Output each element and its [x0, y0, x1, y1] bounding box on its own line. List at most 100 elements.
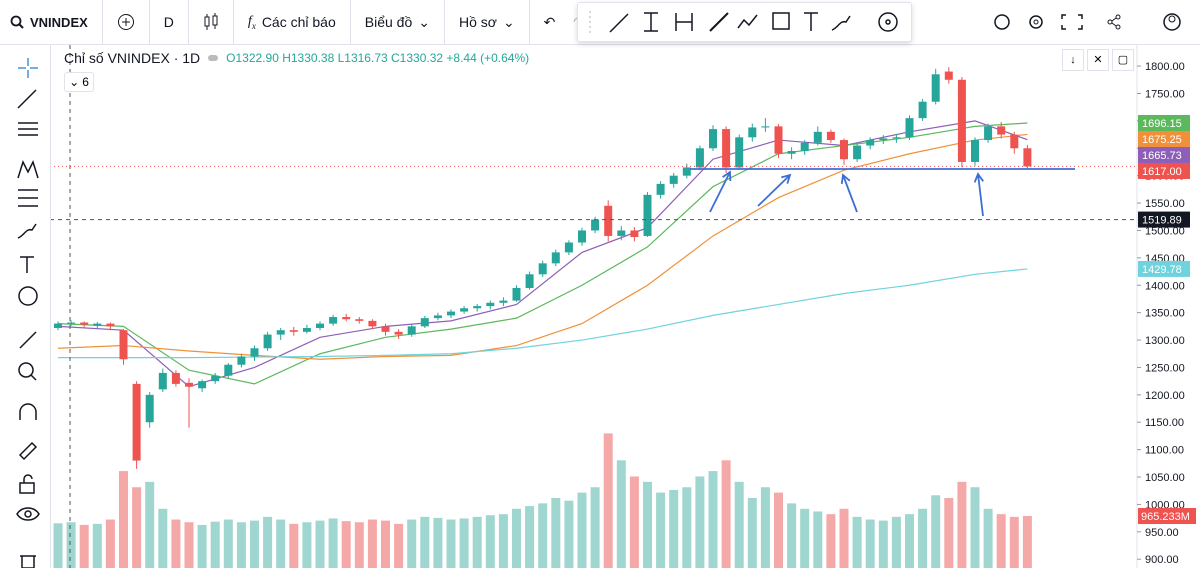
volume-bar	[446, 519, 456, 568]
candle-body	[433, 315, 442, 319]
candle-body	[106, 323, 115, 327]
volume-bar	[302, 522, 312, 568]
volume-bar	[485, 515, 495, 568]
pane-buttons[interactable]: ↓ ✕ ▢	[1062, 49, 1134, 71]
volume-bar	[983, 508, 993, 568]
candle-body	[879, 138, 888, 141]
volume-bar	[643, 481, 652, 568]
candle-body	[826, 131, 835, 141]
volume-bar	[865, 519, 875, 568]
candle-body	[185, 382, 193, 387]
candle-body	[224, 364, 233, 376]
drawing-toolbar	[577, 2, 912, 42]
candle-body	[761, 126, 770, 128]
price-badge-label: 1696.15	[1142, 118, 1182, 130]
volume-bar	[197, 524, 207, 568]
volume-bar	[158, 508, 168, 568]
arrow	[842, 174, 858, 213]
volume-bar	[79, 524, 89, 568]
volume-bar	[590, 487, 600, 568]
candle-body	[316, 323, 324, 328]
y-tick-label: 1800.00	[1145, 61, 1185, 73]
candle-body	[119, 330, 128, 360]
candle-body	[407, 326, 416, 335]
volume-bar	[512, 508, 521, 568]
candle-body	[669, 175, 678, 184]
symbol-search[interactable]: VNINDEX	[0, 0, 103, 44]
candle-body	[342, 317, 351, 320]
candle-body	[853, 145, 862, 160]
price-badge-label: 1429.78	[1142, 264, 1182, 276]
candle-body	[918, 101, 927, 119]
volume-bar	[931, 495, 941, 568]
volume-bar	[564, 500, 574, 568]
candle-body	[787, 151, 796, 154]
y-tick-label: 1050.00	[1145, 472, 1185, 484]
volume-bar	[263, 516, 273, 568]
candle-body	[355, 319, 364, 321]
candle-body	[237, 356, 246, 365]
price-badge-label: 1665.73	[1142, 150, 1182, 162]
indicator-count: 6	[82, 75, 89, 89]
arrow-head	[781, 173, 792, 184]
profile-menu[interactable]: Hồ sơ ⌄	[445, 0, 530, 44]
moving-average	[58, 268, 1028, 359]
annotations	[690, 168, 1075, 217]
indicators[interactable]: fx Các chỉ báo	[234, 0, 351, 44]
drawing-tools[interactable]	[578, 3, 911, 41]
volume-bar	[381, 520, 390, 568]
volume-bar	[420, 516, 430, 568]
volume-bar	[498, 514, 508, 568]
candle-body	[656, 183, 665, 195]
volume-bar	[236, 522, 246, 568]
candle-body	[564, 242, 573, 253]
candle-body	[800, 142, 809, 152]
volume-bar	[957, 481, 967, 568]
y-tick-label: 1550.00	[1145, 198, 1185, 210]
y-tick-label: 1400.00	[1145, 280, 1185, 292]
volume-bar	[145, 481, 155, 568]
candle-body	[630, 230, 639, 238]
volume-bar	[132, 487, 142, 568]
candle-body	[80, 322, 89, 325]
candle-body	[171, 372, 180, 384]
candle-body	[748, 127, 757, 138]
compare[interactable]	[103, 0, 150, 44]
volume-bar	[105, 519, 115, 568]
y-tick-label: 1100.00	[1145, 445, 1184, 457]
y-tick-label: 1750.00	[1145, 88, 1185, 100]
volume-bar	[721, 460, 731, 568]
volume-bar	[669, 489, 679, 568]
candle-body	[997, 126, 1006, 135]
volume-bar	[354, 522, 364, 568]
volume-bar	[276, 519, 286, 568]
volume-bar	[66, 522, 76, 568]
right-tools[interactable]	[990, 10, 1190, 34]
candle-body	[420, 318, 429, 327]
price-badge	[1138, 162, 1190, 179]
candle-body	[132, 383, 141, 461]
chart-style[interactable]	[189, 0, 234, 44]
candle-body	[276, 330, 285, 335]
volume-bar	[616, 460, 626, 568]
interval[interactable]: D	[150, 0, 189, 44]
volume-bar	[656, 492, 666, 568]
volume-bar	[210, 521, 220, 568]
volume-bar	[551, 498, 561, 568]
low: L1316.73	[337, 51, 388, 65]
chart-menu[interactable]: Biểu đồ ⌄	[351, 0, 445, 44]
volume-bar	[472, 516, 482, 568]
volume-bar	[184, 522, 194, 568]
volume-bar	[891, 516, 901, 568]
volume-bar	[813, 511, 823, 568]
volume-bar	[315, 520, 325, 568]
volume-bar	[747, 498, 757, 568]
left-tools[interactable]	[0, 45, 50, 569]
volume-bar	[341, 521, 351, 568]
volume-bar	[905, 514, 914, 568]
indicator-toggle[interactable]: ⌄ 6	[64, 72, 94, 92]
volume-bar	[760, 487, 770, 568]
volume-bar	[171, 519, 181, 568]
open: O1322.90	[226, 51, 279, 65]
volume-bar	[250, 520, 259, 568]
